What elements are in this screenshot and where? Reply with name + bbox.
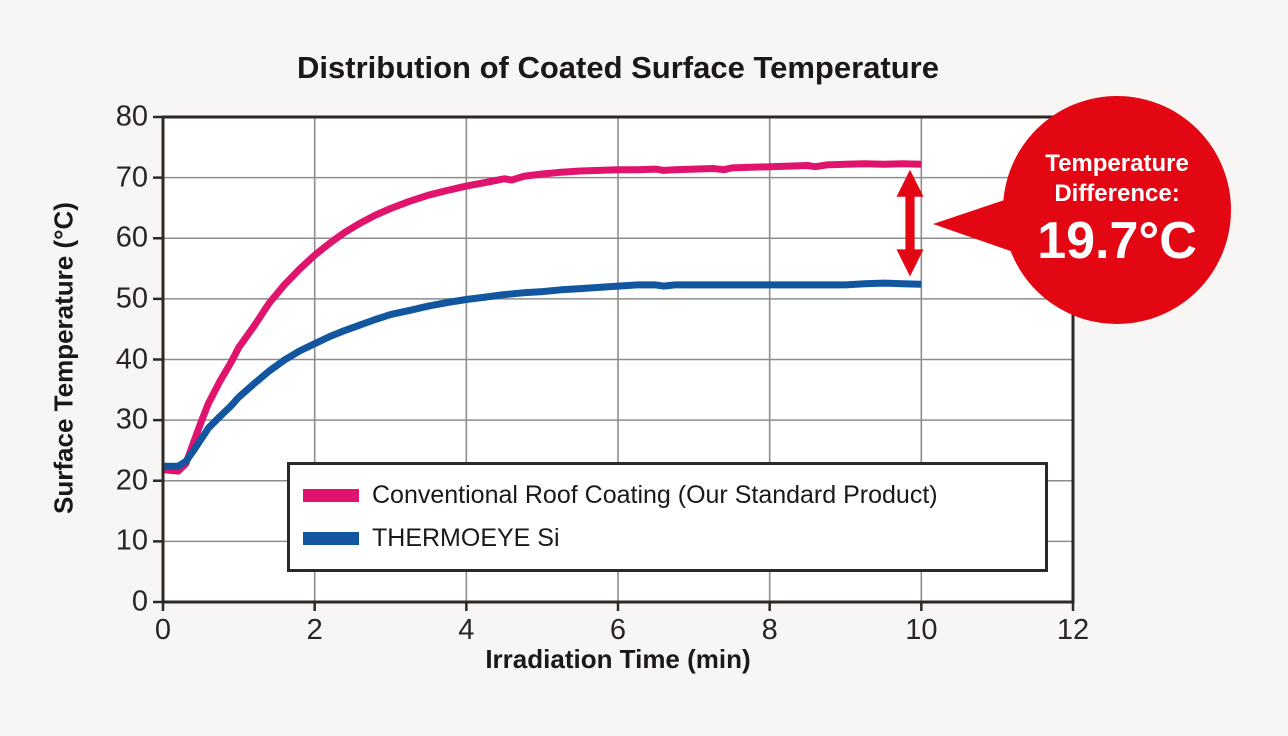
y-tick-label: 20 [115, 464, 148, 497]
legend-swatch-blue-line [303, 532, 359, 545]
temperature-difference-arrow [896, 169, 924, 277]
x-tick-label: 10 [905, 614, 938, 646]
temperature-difference-badge: Temperature Difference: 19.7°C [1003, 96, 1231, 324]
legend-item-conventional: Conventional Roof Coating (Our Standard … [303, 481, 1045, 510]
legend-swatch-pink-line [303, 489, 359, 502]
x-tick-label: 2 [306, 614, 323, 646]
x-tick-label: 12 [1056, 614, 1090, 646]
x-axis-label: Irradiation Time (min) [485, 644, 751, 674]
legend-item-thermoeye: THERMOEYE Si [303, 524, 1045, 553]
plot-frame [161, 115, 1075, 604]
y-tick-label: 10 [115, 524, 148, 557]
x-tick-label: 4 [458, 614, 475, 646]
difference-arrow-and-callout-tail [896, 169, 1025, 277]
x-tick-label: 6 [609, 614, 627, 646]
plot-border [161, 115, 1075, 604]
badge-text-line1: Temperature [1045, 150, 1189, 178]
y-axis-label: Surface Temperature (°C) [48, 202, 79, 514]
badge-value: 19.7°C [1037, 212, 1197, 271]
y-tick-label: 80 [115, 100, 148, 133]
legend-label-thermoeye: THERMOEYE Si [372, 524, 560, 552]
data-series-lines [162, 160, 922, 475]
x-tick-label: 8 [761, 614, 778, 646]
chart-title: Distribution of Coated Surface Temperatu… [297, 50, 939, 85]
y-tick-label: 0 [131, 585, 148, 618]
badge-callout-tail [933, 193, 1025, 256]
y-tick-label: 70 [115, 161, 148, 194]
thermoeye-si-line [163, 279, 922, 470]
conventional-coating-line [162, 160, 922, 475]
legend: Conventional Roof Coating (Our Standard … [287, 462, 1048, 572]
y-tick-label: 30 [115, 403, 148, 436]
x-tick-label: 0 [154, 614, 172, 646]
legend-label-conventional: Conventional Roof Coating (Our Standard … [372, 481, 938, 509]
y-tick-label: 50 [115, 282, 148, 315]
badge-text-line2: Difference: [1054, 180, 1180, 208]
y-tick-label: 40 [115, 343, 148, 375]
y-tick-label: 60 [115, 221, 148, 254]
